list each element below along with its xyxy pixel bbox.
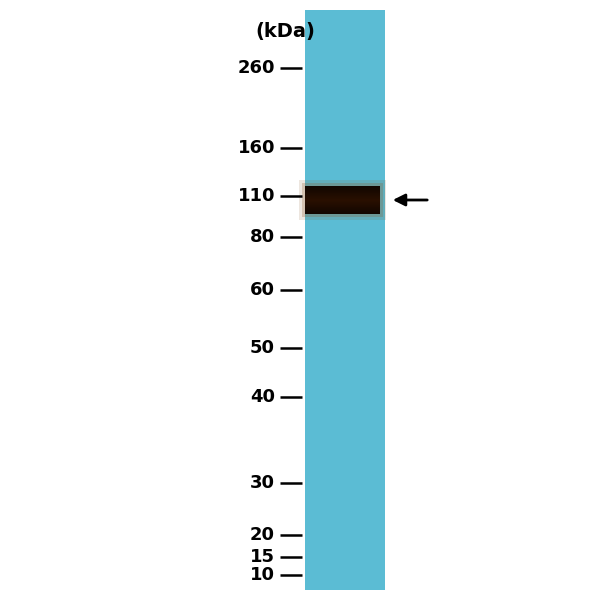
Bar xyxy=(305,206,380,208)
Bar xyxy=(305,197,380,198)
Text: 15: 15 xyxy=(250,548,275,566)
Bar xyxy=(305,191,380,192)
Bar xyxy=(305,207,380,208)
Bar xyxy=(305,209,380,211)
Bar xyxy=(305,203,380,204)
Bar xyxy=(305,194,380,195)
Bar xyxy=(305,10,385,590)
Bar xyxy=(305,188,380,189)
Bar xyxy=(305,213,380,214)
Bar xyxy=(305,197,380,199)
Bar xyxy=(305,205,380,206)
Bar xyxy=(305,210,380,211)
Bar xyxy=(305,188,380,190)
Bar xyxy=(305,212,380,213)
Bar xyxy=(305,187,380,188)
Bar xyxy=(305,190,380,191)
Bar xyxy=(305,210,380,211)
Bar xyxy=(305,194,380,196)
Bar xyxy=(305,190,380,191)
Bar xyxy=(305,193,380,194)
Bar xyxy=(305,192,380,193)
Bar xyxy=(305,204,380,205)
Bar xyxy=(305,189,380,190)
Text: 10: 10 xyxy=(250,566,275,584)
Bar xyxy=(305,195,380,196)
Bar xyxy=(305,187,380,188)
Bar xyxy=(305,201,380,202)
Bar xyxy=(305,196,380,197)
Text: 50: 50 xyxy=(250,339,275,357)
Bar xyxy=(305,198,380,199)
Bar xyxy=(305,191,380,193)
Bar xyxy=(305,202,380,203)
Bar xyxy=(305,209,380,210)
Bar xyxy=(305,212,380,214)
Bar xyxy=(305,206,380,207)
Bar xyxy=(305,211,380,212)
Bar xyxy=(305,204,380,205)
Bar xyxy=(305,196,380,197)
Bar xyxy=(299,180,386,220)
Text: (kDa): (kDa) xyxy=(255,22,315,41)
Bar xyxy=(305,199,380,200)
Bar xyxy=(305,211,380,212)
Text: 30: 30 xyxy=(250,474,275,492)
Bar xyxy=(302,183,383,217)
Text: 20: 20 xyxy=(250,526,275,544)
Text: 110: 110 xyxy=(238,187,275,205)
Bar xyxy=(305,202,380,203)
Text: 160: 160 xyxy=(238,139,275,157)
Bar xyxy=(305,186,380,187)
Text: 60: 60 xyxy=(250,281,275,299)
Bar xyxy=(305,203,380,204)
Bar xyxy=(305,197,380,198)
Bar xyxy=(305,200,380,201)
Bar xyxy=(305,208,380,209)
Bar xyxy=(305,189,380,190)
Bar xyxy=(305,205,380,206)
Text: 260: 260 xyxy=(238,59,275,77)
Bar xyxy=(305,199,380,200)
Bar xyxy=(305,208,380,209)
Text: 40: 40 xyxy=(250,388,275,406)
Text: 80: 80 xyxy=(250,228,275,246)
Bar xyxy=(305,200,380,202)
Bar xyxy=(305,193,380,194)
